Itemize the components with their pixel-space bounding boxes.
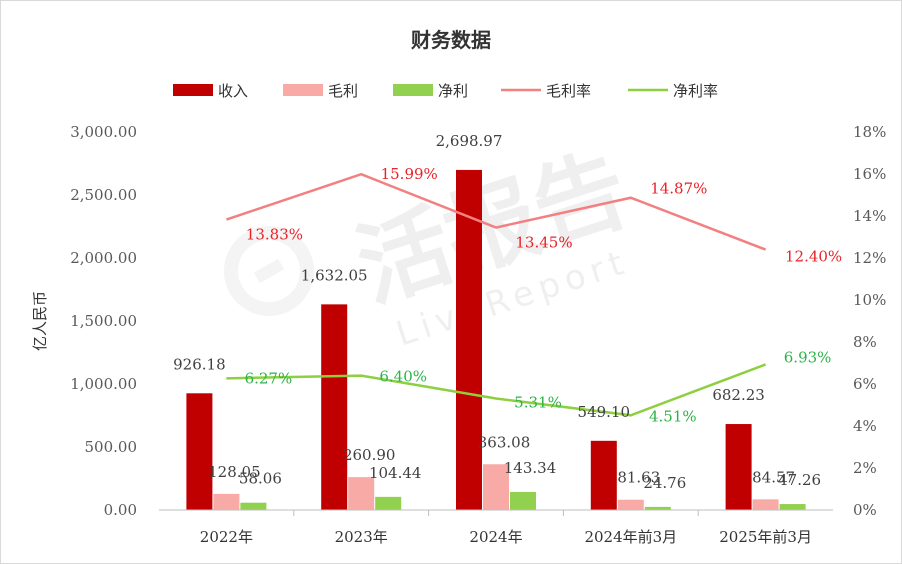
bar-net-profit	[510, 491, 536, 510]
net-profit-label: 58.06	[239, 470, 282, 488]
revenue-label: 682.23	[712, 386, 765, 404]
y2-tick-label: 0%	[853, 501, 877, 519]
y2-tick-label: 14%	[853, 207, 886, 225]
y-tick-label: 3,000.00	[70, 123, 137, 141]
bar-revenue	[186, 393, 213, 510]
gross-profit-label: 84.57	[752, 468, 795, 486]
gross-margin-line	[226, 172, 767, 251]
y2-tick-label: 12%	[853, 249, 886, 267]
y2-tick-label: 6%	[853, 375, 877, 393]
y2-tick-label: 16%	[853, 165, 886, 183]
net-margin-label: 6.93%	[784, 348, 832, 366]
bar-net-profit	[240, 502, 267, 510]
bar-gross-profit	[348, 477, 375, 510]
legend-label: 净利率	[673, 82, 718, 100]
revenue-label: 2,698.97	[436, 132, 503, 150]
revenue-label: 926.18	[173, 355, 226, 373]
legend-swatch	[173, 84, 213, 96]
legend-item: 收入	[173, 82, 248, 100]
bar-net-profit	[644, 506, 671, 510]
watermark-logo-icon	[224, 226, 314, 316]
y-tick-label: 2,500.00	[70, 186, 137, 204]
legend-item: 净利率	[628, 82, 718, 100]
bar-revenue	[321, 304, 348, 510]
bar-gross-profit	[483, 464, 509, 510]
gross-profit-label: 260.90	[343, 446, 396, 464]
gross-margin-label: 15.99%	[381, 165, 438, 183]
bar-revenue	[725, 424, 752, 510]
gross-profit-label: 128.05	[208, 463, 261, 481]
y2-tick-label: 8%	[853, 333, 877, 351]
gross-margin-label: 13.83%	[246, 226, 303, 244]
net-profit-label: 24.76	[643, 474, 686, 492]
y-axis-left: 0.00 500.00 1,000.00 1,500.00 2,000.00 2,500.…	[70, 123, 137, 519]
legend-item: 净利	[393, 82, 468, 100]
revenue-label: 1,632.05	[301, 266, 368, 284]
bar-revenue	[456, 169, 482, 510]
legend-label: 收入	[218, 82, 248, 100]
gross-profit-label: 363.08	[478, 433, 531, 451]
bar-gross-profit	[752, 499, 779, 510]
bar-gross-profit	[617, 499, 644, 510]
chart-title: 财务数据	[411, 28, 491, 52]
y-axis-label: 亿人民币	[31, 291, 49, 351]
x-tick-label: 2024年前3月	[584, 528, 677, 546]
legend-swatch	[393, 84, 433, 96]
x-tick-label: 2024年	[469, 528, 522, 546]
net-margin-label: 6.40%	[379, 368, 427, 386]
bar-net-profit	[375, 496, 402, 510]
y-axis-right: 0% 2% 4% 6% 8% 10% 12% 14% 16% 18%	[853, 123, 886, 519]
gross-margin-label: 12.40%	[785, 248, 842, 266]
data-labels: 926.18 1,632.05 2,698.97 549.10 682.23 128.05…	[173, 132, 842, 492]
y-tick-label: 2,000.00	[70, 249, 137, 267]
x-tick-label: 2022年	[200, 528, 253, 546]
y2-tick-label: 2%	[853, 459, 877, 477]
y-tick-label: 1,000.00	[70, 375, 137, 393]
y2-tick-label: 4%	[853, 417, 877, 435]
bar-net-profit	[779, 504, 806, 510]
net-profit-label: 143.34	[504, 459, 557, 477]
x-axis: 2022年 2023年 2024年 2024年前3月 2025年前3月	[200, 510, 812, 546]
net-margin-label: 6.27%	[245, 369, 293, 387]
bar-gross-profit	[213, 493, 240, 510]
net-profit-label: 47.26	[778, 471, 821, 489]
net-margin-label: 5.31%	[514, 393, 562, 411]
net-margin-label: 4.51%	[649, 407, 697, 425]
legend-label: 毛利	[328, 82, 358, 100]
legend: 收入 毛利 净利 毛利率 净利率	[173, 82, 718, 100]
revenue-label: 549.10	[578, 403, 631, 421]
gross-profit-label: 81.63	[617, 469, 660, 487]
gross-margin-label: 14.87%	[650, 180, 707, 198]
y-tick-label: 500.00	[85, 438, 138, 456]
legend-item: 毛利率	[501, 82, 591, 100]
x-tick-label: 2023年	[335, 528, 388, 546]
legend-label: 毛利率	[546, 82, 591, 100]
legend-swatch	[283, 84, 323, 96]
net-margin-line	[226, 363, 767, 417]
x-tick-label: 2025年前3月	[719, 528, 812, 546]
bars	[186, 169, 806, 510]
lines	[226, 172, 767, 417]
gross-margin-label: 13.45%	[515, 234, 572, 252]
legend-label: 净利	[438, 82, 468, 100]
y-tick-label: 0.00	[104, 501, 137, 519]
bar-revenue	[590, 440, 617, 510]
legend-item: 毛利	[283, 82, 358, 100]
y2-tick-label: 18%	[853, 123, 886, 141]
y-tick-label: 1,500.00	[70, 312, 137, 330]
y2-tick-label: 10%	[853, 291, 886, 309]
net-profit-label: 104.44	[369, 464, 422, 482]
